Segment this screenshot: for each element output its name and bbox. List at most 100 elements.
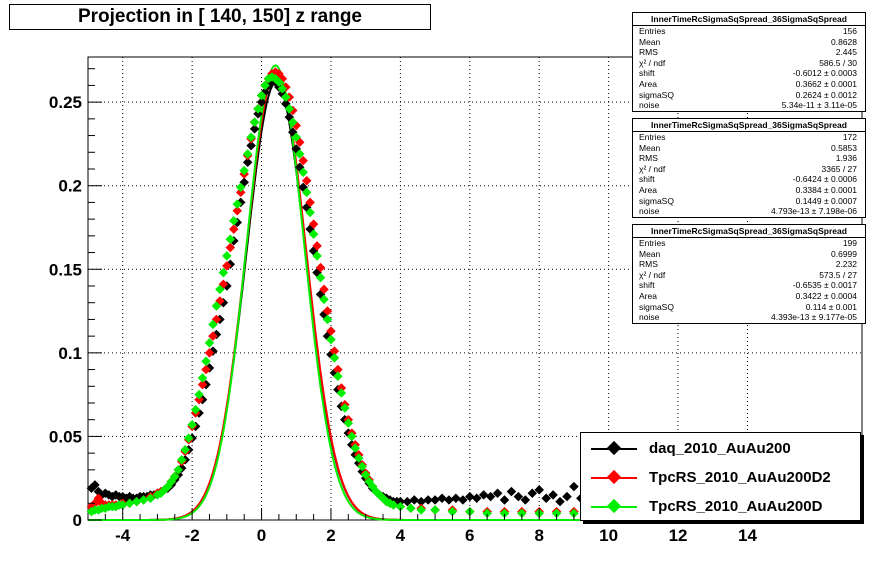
stats-row: Mean 0.5853 [633, 143, 865, 154]
data-point-2 [305, 207, 315, 218]
stats-row: Entries 172 [633, 132, 865, 143]
stats-value: -0.6535 ± 0.0017 [792, 280, 857, 291]
stats-row: Entries 156 [633, 26, 865, 37]
stats-row: Mean 0.6999 [633, 249, 865, 260]
data-point-2 [180, 444, 191, 455]
stats-row: Entries 199 [633, 238, 865, 249]
data-point-2 [173, 465, 184, 475]
data-point-1 [315, 262, 326, 273]
legend-item-tpcrs-d: TpcRS_2010_AuAu200D [581, 493, 860, 521]
data-point-2 [190, 404, 201, 415]
stats-row: Area 0.3384 ± 0.0001 [633, 185, 865, 196]
data-point-2 [221, 251, 232, 261]
data-point-2 [246, 132, 256, 143]
legend-label: TpcRS_2010_AuAu200D2 [649, 469, 831, 486]
data-point-2 [284, 103, 295, 114]
stats-label: shift [639, 174, 655, 185]
stats-label: Area [639, 290, 657, 301]
data-point-2 [197, 373, 208, 383]
data-point-2 [312, 251, 322, 261]
data-point-0 [562, 491, 572, 502]
data-point-2 [242, 149, 253, 159]
stats-value: 2.232 [835, 259, 857, 270]
stats-value: 0.3384 ± 0.0001 [795, 184, 857, 195]
data-point-2 [211, 301, 222, 311]
data-point-0 [478, 490, 489, 500]
data-point-2 [405, 503, 416, 514]
data-point-2 [274, 77, 284, 87]
data-point-2 [204, 337, 215, 348]
data-point-0 [534, 485, 545, 495]
data-point-1 [319, 284, 329, 295]
stats-row: noise 4.393e-13 ± 9.177e-05 [633, 312, 865, 323]
stats-label: shift [639, 280, 655, 291]
data-point-0 [242, 157, 253, 168]
y-tick-label: 0 [73, 511, 82, 530]
stats-label: Mean [639, 248, 661, 259]
data-point-1 [232, 205, 243, 216]
data-point-2 [215, 284, 225, 295]
data-point-2 [346, 431, 357, 442]
data-point-0 [423, 495, 433, 505]
data-point-1 [194, 394, 204, 405]
diamond-marker-icon [606, 469, 622, 485]
data-point-0 [253, 108, 263, 119]
data-point-2 [201, 356, 211, 367]
stats-label: RMS [639, 153, 658, 164]
data-point-2 [256, 90, 267, 101]
stats-value: 0.3662 ± 0.0001 [795, 78, 857, 89]
stats-label: noise [639, 206, 660, 217]
x-tick-label: 0 [257, 526, 266, 545]
data-point-0 [492, 488, 503, 499]
stats-value: 0.2624 ± 0.0012 [795, 89, 857, 100]
stats-box-title: InnerTimeRcSigmaSqSpread_36SigmaSqSpread [633, 119, 865, 132]
x-tick-label: 8 [534, 526, 543, 545]
stats-value: -0.6424 ± 0.0006 [792, 174, 857, 185]
data-point-2 [235, 182, 246, 193]
stats-value: 0.3422 ± 0.0004 [795, 290, 857, 301]
data-point-2 [353, 453, 364, 464]
stats-value: 0.1449 ± 0.0007 [795, 195, 857, 206]
stats-row: shift -0.6424 ± 0.0006 [633, 174, 865, 185]
data-point-0 [506, 486, 517, 497]
stats-row: shift -0.6012 ± 0.0003 [633, 68, 865, 79]
stats-row: sigmaSQ 0.1449 ± 0.0007 [633, 196, 865, 207]
data-point-0 [555, 496, 565, 507]
stats-label: shift [639, 68, 655, 79]
legend-item-tpcrs-d2: TpcRS_2010_AuAu200D2 [581, 464, 860, 492]
data-point-2 [260, 80, 270, 91]
data-point-2 [360, 470, 371, 480]
x-tick-label: 14 [738, 526, 757, 545]
data-point-2 [333, 371, 343, 382]
data-point-2 [287, 117, 298, 128]
data-point-2 [218, 267, 229, 278]
stats-value: 4.793e-13 ± 7.198e-06 [771, 206, 857, 217]
data-point-2 [277, 83, 288, 94]
data-point-2 [208, 319, 218, 330]
y-tick-label: 0.25 [49, 93, 82, 112]
data-point-2 [416, 505, 427, 515]
data-point-1 [312, 241, 322, 251]
stats-label: χ² / ndf [639, 163, 666, 174]
stats-label: sigmaSQ [639, 89, 674, 100]
stats-value: 3365 / 27 [821, 163, 857, 174]
data-point-1 [308, 219, 319, 230]
stats-row: χ² / ndf 586.5 / 30 [633, 58, 865, 69]
data-point-1 [228, 224, 239, 235]
stats-label: Area [639, 78, 657, 89]
data-point-2 [145, 493, 156, 504]
x-tick-label: 2 [326, 526, 335, 545]
data-point-2 [291, 132, 302, 143]
y-tick-label: 0.2 [58, 177, 82, 196]
data-point-2 [228, 215, 239, 226]
stats-value: 172 [842, 132, 857, 142]
stats-box: InnerTimeRcSigmaSqSpread_36SigmaSqSpread… [632, 12, 866, 112]
stats-label: noise [639, 100, 660, 111]
x-tick-label: 10 [599, 526, 618, 545]
data-point-1 [301, 175, 312, 186]
data-point-2 [280, 92, 291, 102]
data-point-2 [169, 471, 180, 482]
data-point-0 [249, 124, 260, 134]
data-point-0 [464, 491, 475, 502]
stats-value: 2.445 [835, 47, 857, 58]
